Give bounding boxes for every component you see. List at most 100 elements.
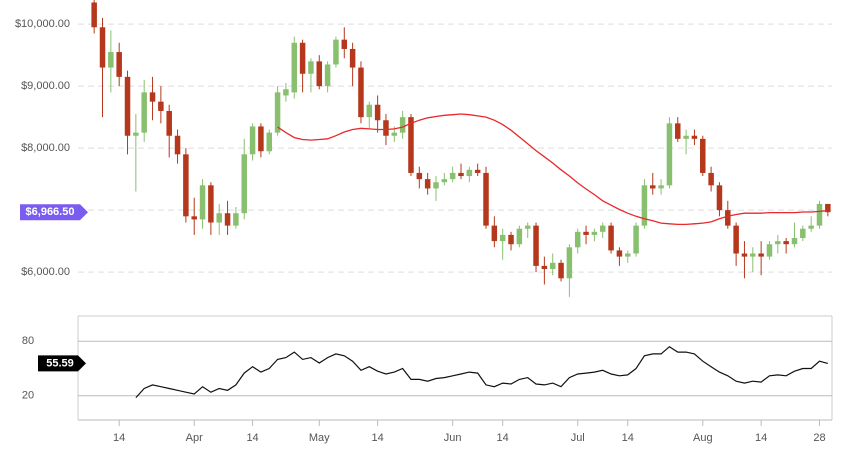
candle-body (391, 132, 398, 136)
candle-body (800, 228, 806, 239)
candle-body (349, 48, 356, 68)
candle-body (491, 225, 498, 242)
candle-body (666, 123, 673, 186)
candle-body (258, 126, 264, 152)
candle-body (458, 172, 464, 177)
candle-body (233, 213, 239, 226)
candle-body (249, 126, 256, 155)
x-tick-label: 28 (813, 432, 825, 444)
candle-body (358, 67, 364, 118)
candle-body (183, 154, 189, 217)
x-tick-label: Apr (186, 432, 203, 444)
candle-body (199, 185, 206, 220)
candle-body (224, 213, 231, 226)
y-tick-label: 80 (22, 335, 34, 347)
y-tick-label: $8,000.00 (21, 142, 70, 154)
candle-body (825, 203, 831, 213)
x-tick-label: 14 (246, 432, 258, 444)
indicator-line (135, 345, 828, 399)
candle-body (124, 76, 131, 136)
candle-body (133, 132, 139, 136)
candle-body (766, 244, 773, 257)
indicator-tag-label: 55.59 (46, 357, 74, 369)
candle-body (324, 64, 331, 87)
candle-body (733, 225, 739, 254)
candle-body (549, 262, 556, 270)
candle-body (366, 104, 373, 118)
candle-body (691, 135, 698, 139)
candle-body (166, 110, 172, 136)
candle-body (158, 101, 164, 111)
indicator-tag-shape (38, 355, 86, 372)
x-tick-label: 14 (113, 432, 125, 444)
candle-body (108, 52, 114, 68)
candle-body (775, 241, 781, 245)
x-tick-label: Jul (571, 432, 585, 444)
candle-body (383, 120, 389, 136)
candle-body (624, 253, 631, 257)
candle-body (574, 231, 581, 248)
candle-body (700, 138, 706, 173)
candle-body (216, 213, 222, 223)
candle-body (758, 253, 764, 257)
candle-body (599, 225, 606, 232)
candle-body (149, 92, 156, 102)
indicator-tag: 55.59 (38, 355, 86, 372)
candle-body (541, 265, 548, 270)
candle-body (591, 231, 598, 235)
candle-body (374, 104, 381, 121)
candle-body (583, 231, 589, 235)
candle-body (99, 27, 106, 68)
candle-body (316, 61, 323, 87)
candle-body (650, 185, 656, 189)
candle-body (449, 172, 456, 180)
x-tick-label: Aug (693, 432, 713, 444)
candle-body (616, 250, 623, 257)
candle-body (816, 203, 823, 226)
candle-body (174, 135, 181, 155)
candle-body (474, 169, 481, 173)
candle-body (341, 39, 348, 49)
candle-body (524, 225, 531, 229)
y-tick-label: $9,000.00 (21, 80, 70, 92)
candle-body (441, 179, 448, 183)
candle-body (633, 225, 639, 254)
candle-body (558, 262, 564, 279)
candle-body (566, 247, 573, 279)
candle-body (675, 123, 681, 139)
candle-body (408, 117, 414, 173)
x-tick-label: 14 (622, 432, 634, 444)
candle-body (141, 92, 147, 133)
candle-body (433, 182, 439, 189)
candle-body (533, 225, 539, 266)
candle-body (241, 154, 247, 214)
x-tick-label: May (309, 432, 330, 444)
y-tick-label: $6,000.00 (21, 266, 70, 278)
candle-body (508, 234, 514, 245)
candle-body (683, 135, 689, 139)
candle-body (191, 216, 197, 220)
candle-body (725, 210, 731, 226)
candle-body (274, 92, 281, 133)
candle-body (91, 2, 97, 28)
y-tick-label: 20 (22, 390, 34, 402)
candle-body (741, 253, 748, 257)
candle-body (641, 185, 648, 226)
candle-body (608, 225, 614, 251)
candle-body (333, 39, 339, 65)
candle-body (308, 61, 314, 74)
candle-body (399, 117, 406, 133)
candle-body (283, 89, 289, 96)
candle-body (208, 185, 214, 223)
candle-body (466, 169, 473, 177)
moving-average-line (277, 113, 828, 226)
candle-body (658, 185, 664, 189)
y-tick-label: $10,000.00 (15, 18, 70, 30)
candle-body (708, 172, 714, 186)
price-tag-label: $6,966.50 (26, 206, 75, 218)
candle-body (116, 52, 122, 77)
price-tag-shape (20, 204, 88, 221)
candle-body (791, 238, 798, 245)
candle-body (483, 172, 489, 226)
